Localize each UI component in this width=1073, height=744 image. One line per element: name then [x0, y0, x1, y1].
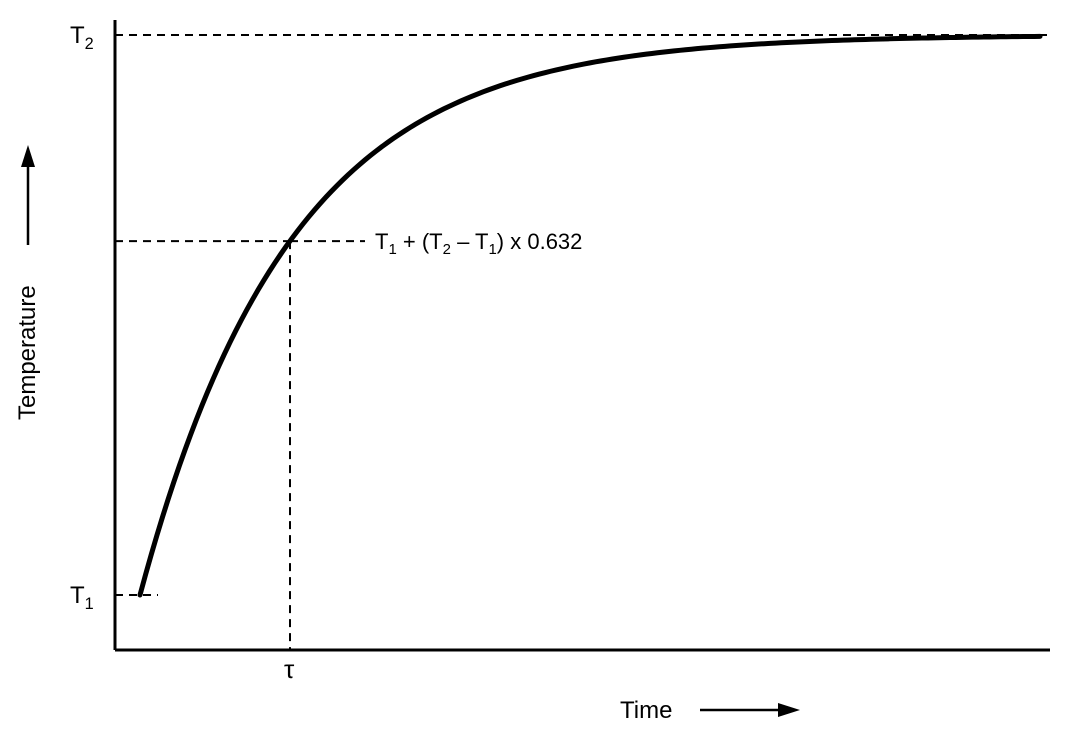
y-axis-label-group: Temperature	[14, 285, 41, 420]
chart-container: T2 T1 τ T1 + (T2 – T1) x 0.632 Temperature Ti…	[0, 0, 1073, 739]
y-axis-arrow-head	[21, 145, 35, 167]
tau-annotation: T1 + (T2 – T1) x 0.632	[375, 229, 582, 258]
y-tick-t2: T2	[70, 22, 94, 53]
y-axis-label: Temperature	[14, 285, 41, 420]
x-axis-arrow-head	[778, 703, 800, 717]
response-curve	[140, 36, 1040, 595]
x-tick-tau: τ	[284, 654, 295, 684]
exponential-response-chart: T2 T1 τ T1 + (T2 – T1) x 0.632 Temperature Ti…	[0, 0, 1073, 739]
x-axis-label: Time	[620, 697, 672, 724]
y-tick-t1: T1	[70, 582, 94, 613]
